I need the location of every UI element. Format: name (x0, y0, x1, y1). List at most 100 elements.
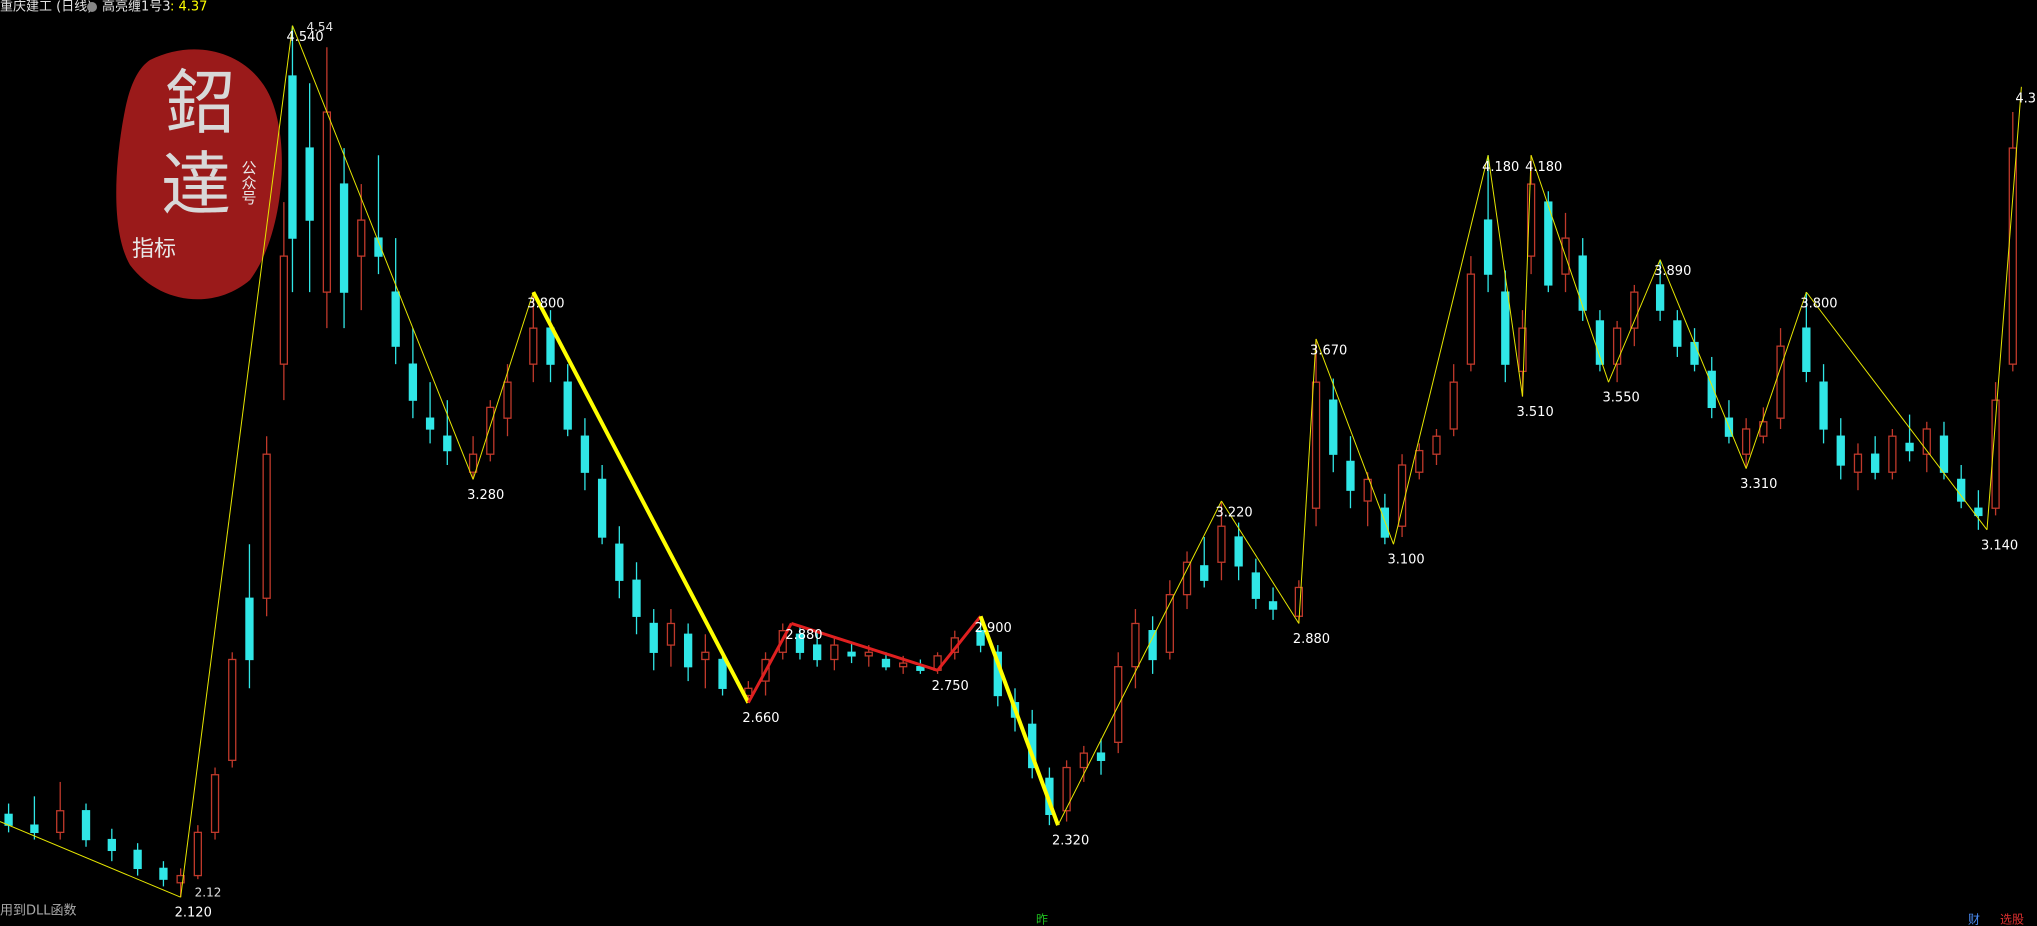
candle-body (1690, 341, 1699, 365)
candle-body (899, 662, 908, 668)
zigzag-segment (1805, 291, 1988, 531)
candle-body (1432, 435, 1441, 455)
candle-body (1294, 586, 1304, 617)
zigzag-segment (790, 622, 939, 672)
footer-note: 用到DLL函数 (0, 904, 77, 919)
candle-body (1888, 435, 1897, 473)
candle-body (1673, 320, 1682, 347)
candle-body (56, 810, 65, 834)
candle-body (881, 658, 891, 668)
candle-body (1062, 766, 1071, 812)
logo-small: 公众号 (240, 160, 258, 206)
pivot-label: 3.280 (467, 488, 504, 503)
candle-body (976, 630, 985, 646)
zigzag-segment (1221, 500, 1300, 624)
candle-body (30, 824, 39, 834)
zigzag-segment (0, 821, 181, 898)
zigzag-segment (531, 291, 751, 704)
candle-body (1707, 370, 1716, 409)
candle-body (1217, 525, 1226, 563)
logo-tag: 指标 (132, 237, 176, 262)
candle-body (1991, 399, 2000, 509)
pivot-label: 3.100 (1387, 553, 1424, 568)
zigzag-segment (1298, 338, 1317, 624)
candle-body (1234, 536, 1243, 567)
candle-body (1819, 381, 1828, 430)
candle-body (1776, 345, 1785, 419)
pivot-label: 2.880 (1293, 632, 1330, 647)
pivot-label: 3.510 (1517, 405, 1554, 420)
candle-body (916, 666, 925, 671)
logo-seal (116, 49, 282, 300)
candle-body (1114, 666, 1123, 743)
pivot-label: 2.900 (975, 621, 1012, 636)
candle-body (1079, 752, 1088, 769)
candle-body (718, 658, 727, 689)
icon (87, 2, 97, 12)
logo: 鉊 達 公众号 指标 (116, 49, 282, 300)
candle-body (1251, 572, 1260, 599)
candle-body (1974, 507, 1983, 517)
candle-body (830, 644, 839, 661)
zigzag-segment (1530, 155, 1609, 383)
candle-body (1802, 327, 1811, 373)
candle-body (322, 111, 332, 293)
zigzag-segment (291, 25, 474, 480)
candle-body (666, 622, 676, 646)
pivot-label: 3.310 (1740, 477, 1777, 492)
candle-body (1595, 320, 1605, 365)
candle-body (279, 255, 289, 365)
pivot-label: 4.180 (1482, 160, 1519, 175)
candle-body (795, 633, 805, 653)
candle-body (563, 381, 572, 430)
candle-body (1363, 478, 1372, 502)
candle-body (1449, 381, 1458, 430)
candle-body (529, 327, 538, 365)
pivot-label: 3.220 (1215, 506, 1252, 521)
zigzag-segment (1522, 155, 1532, 397)
candle-body (813, 644, 822, 661)
pivot-label: 2.660 (742, 711, 779, 726)
footer-tab: 财 (1968, 913, 1980, 926)
pivot-label: 2.120 (175, 906, 212, 921)
candle-body (468, 453, 478, 473)
candle-body (1518, 327, 1527, 373)
pivot-label: 4.370 (2015, 91, 2037, 106)
signal-label: 2.12 (195, 886, 222, 900)
candle-body (1544, 201, 1553, 286)
candle-body (649, 622, 658, 653)
candle-body (615, 543, 624, 581)
candle-body (305, 147, 314, 221)
candle-body (339, 183, 349, 293)
candle-body (2008, 147, 2017, 365)
candle-body (245, 597, 254, 661)
candle-body (701, 651, 710, 661)
candle-body (1741, 428, 1751, 455)
candle-body (683, 633, 693, 668)
indicator-value: : 4.37 (170, 0, 207, 15)
candle-body (288, 75, 297, 239)
candle-body (1578, 255, 1587, 311)
candle-body (1311, 381, 1321, 509)
pivot-label: 2.750 (932, 679, 969, 694)
stock-name: 重庆建工 (日线) (0, 0, 92, 15)
candle-body (1148, 630, 1157, 661)
pivot-label: 3.800 (1800, 297, 1837, 312)
candle-body (597, 478, 607, 538)
zigzag-segment (472, 291, 534, 480)
zigzag-segment (978, 615, 1060, 826)
zigzag-segment (1057, 500, 1222, 826)
candle-body (1612, 327, 1622, 365)
candle-body (4, 813, 13, 826)
candle-body (1939, 435, 1949, 473)
candle-body (210, 774, 220, 834)
candle-body (1165, 594, 1174, 653)
candle-body (1957, 478, 1966, 502)
candle-body (1526, 183, 1536, 257)
pivot-label: 3.890 (1654, 264, 1691, 279)
candle-body (1871, 453, 1880, 473)
candle-body (107, 838, 116, 852)
pivot-label: 3.550 (1603, 391, 1640, 406)
candle-body (374, 237, 383, 257)
candle-body (1836, 435, 1845, 466)
